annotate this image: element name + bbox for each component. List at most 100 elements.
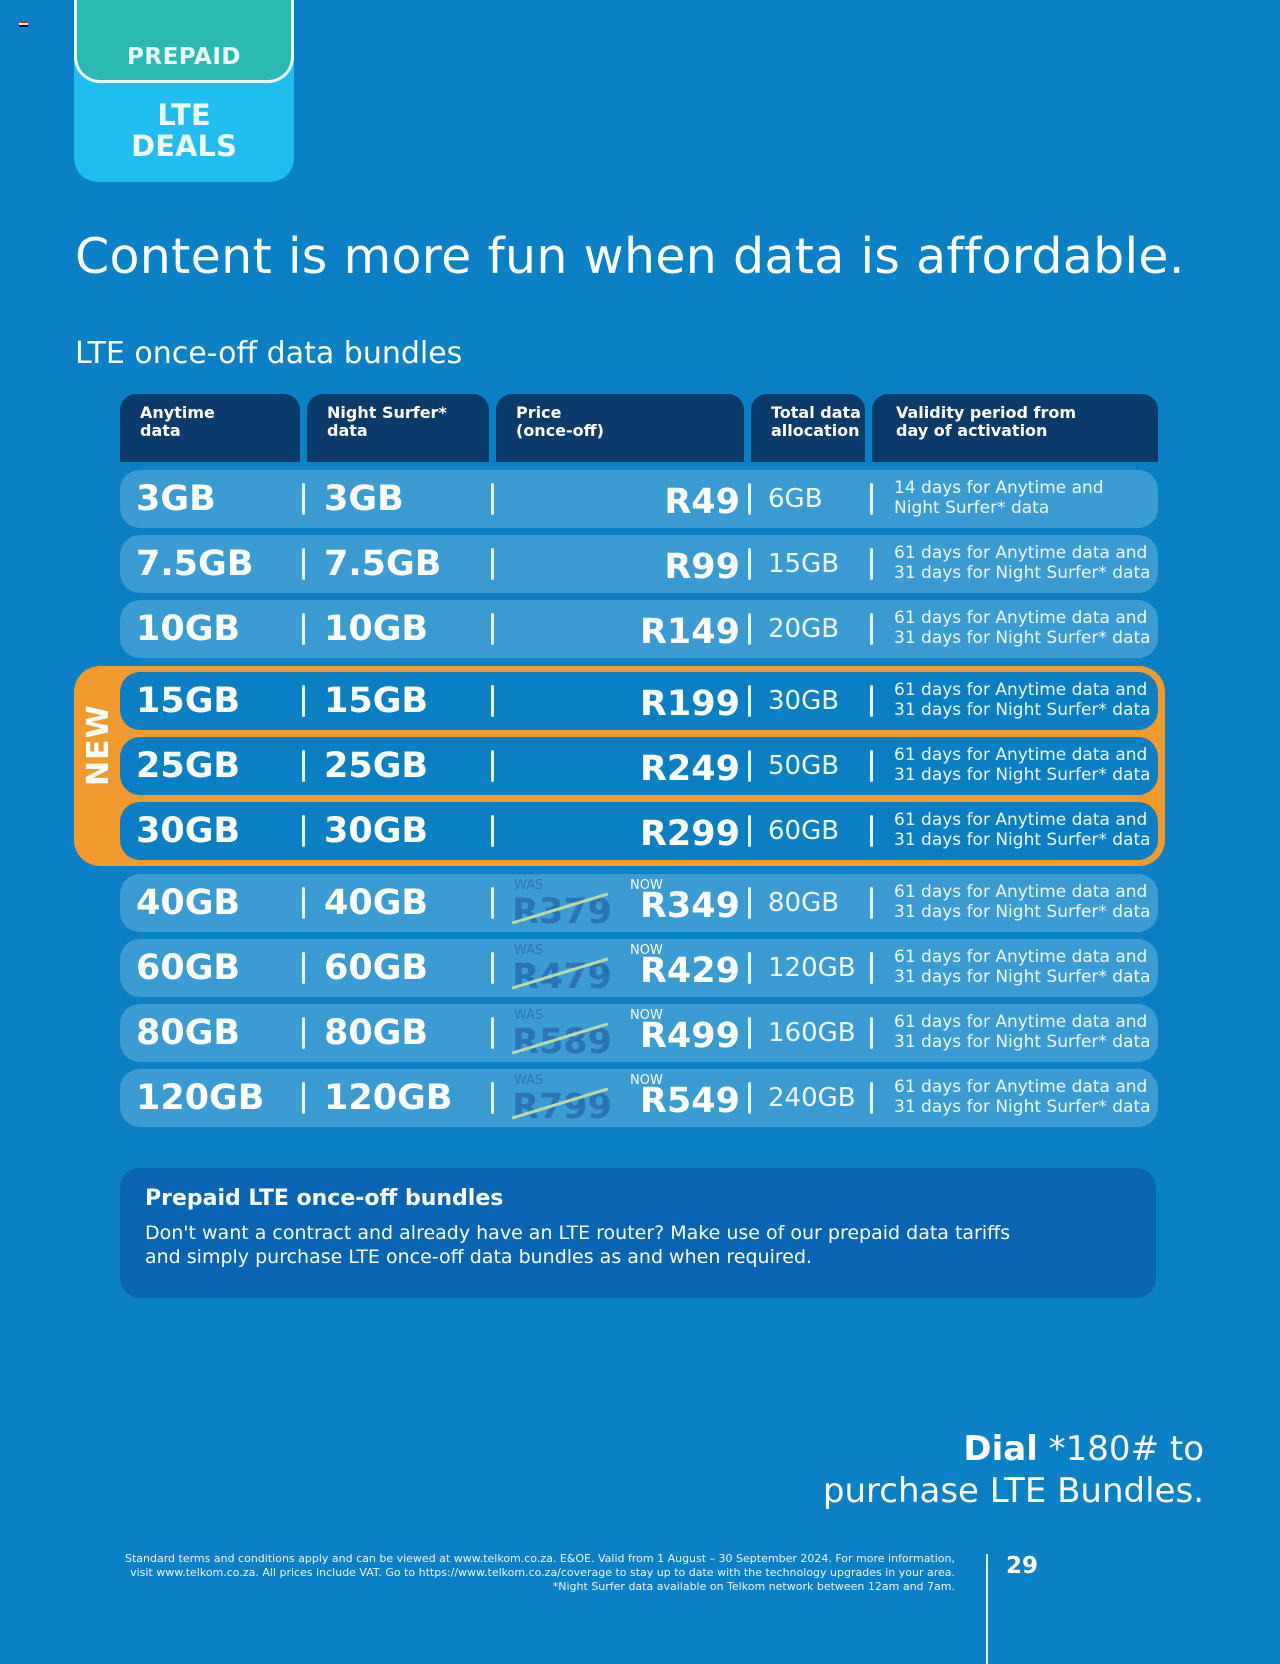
table-row: 7.5GB 7.5GB R99 15GB 61 days for Anytime dat… <box>120 535 1158 593</box>
column-separator <box>491 1017 494 1049</box>
total-data-value: 80GB <box>768 888 840 918</box>
now-label: NOW <box>630 878 663 893</box>
fine-print-line: visit www.telkom.co.za. All prices inclu… <box>130 1566 955 1579</box>
column-separator <box>491 685 494 717</box>
fine-print: Standard terms and conditions apply and … <box>125 1552 955 1594</box>
column-separator <box>870 1082 873 1114</box>
validity-value: 61 days for Anytime data and 31 days for … <box>894 1069 1151 1127</box>
price-value: R49 <box>664 482 740 522</box>
dial-code-callout: Dial *180# to purchase LTE Bundles. <box>823 1428 1204 1512</box>
column-separator <box>748 548 751 580</box>
validity-value: 61 days for Anytime data and 31 days for … <box>894 802 1151 860</box>
header-text: data <box>140 421 181 440</box>
lte-label-line2: DEALS <box>131 129 237 163</box>
validity-value: 61 days for Anytime data and 31 days for … <box>894 939 1151 997</box>
lte-label-line1: LTE <box>157 98 211 132</box>
column-separator <box>491 483 494 515</box>
column-separator <box>302 952 305 984</box>
price-value: R199 <box>639 684 740 724</box>
header-text: Validity period from <box>896 403 1077 422</box>
anytime-data-value: 3GB <box>136 479 216 519</box>
total-data-value: 160GB <box>768 1018 856 1048</box>
price-value: R349 <box>639 886 740 926</box>
fine-print-line: *Night Surfer data available on Telkom n… <box>552 1580 955 1593</box>
table-row: 40GB 40GB WAS R379 NOW R349 80GB 61 days for An… <box>120 874 1158 932</box>
column-separator <box>491 1082 494 1114</box>
was-label: WAS <box>514 943 544 958</box>
validity-line: 14 days for Anytime and <box>894 478 1104 498</box>
column-separator <box>302 815 305 847</box>
night-surfer-value: 30GB <box>324 811 429 851</box>
validity-line: 61 days for Anytime data and <box>894 947 1148 967</box>
validity-line: 61 days for Anytime data and <box>894 882 1148 902</box>
was-price-block: WAS R379 <box>511 878 612 932</box>
header-text: Price <box>516 403 562 422</box>
validity-value: 61 days for Anytime data and 31 days for … <box>894 874 1151 932</box>
night-surfer-value: 40GB <box>324 883 429 923</box>
prepaid-label: PREPAID <box>127 44 241 70</box>
price-value: R429 <box>639 951 740 991</box>
table-row: 10GB 10GB R149 20GB 61 days for Anytime data… <box>120 600 1158 658</box>
section-title: LTE once-off data bundles <box>75 336 463 371</box>
column-separator <box>870 887 873 919</box>
dial-code: *180# to <box>1037 1429 1204 1469</box>
validity-value: 61 days for Anytime data and 31 days for … <box>894 1004 1151 1062</box>
column-separator <box>302 548 305 580</box>
anytime-data-value: 25GB <box>136 746 241 786</box>
column-separator <box>870 613 873 645</box>
was-label: WAS <box>514 878 544 893</box>
anytime-data-value: 40GB <box>136 883 241 923</box>
header-text: Night Surfer* <box>327 403 447 422</box>
column-separator <box>302 613 305 645</box>
total-data-value: 50GB <box>768 751 840 781</box>
header-total-data: Total data allocation <box>751 394 865 462</box>
now-label: NOW <box>630 1073 663 1088</box>
footer-divider <box>986 1554 988 1664</box>
header-validity: Validity period from day of activation <box>872 394 1158 462</box>
column-separator <box>870 815 873 847</box>
header-text: day of activation <box>896 421 1048 440</box>
column-separator <box>491 613 494 645</box>
info-body-line: and simply purchase LTE once-off data bu… <box>145 1246 813 1268</box>
validity-line: 61 days for Anytime data and <box>894 608 1148 628</box>
validity-line: 61 days for Anytime data and <box>894 543 1148 563</box>
was-price-block: WAS R479 <box>511 943 612 997</box>
anytime-data-value: 30GB <box>136 811 241 851</box>
column-separator <box>491 750 494 782</box>
validity-value: 61 days for Anytime data and 31 days for … <box>894 737 1151 795</box>
column-separator <box>748 1082 751 1114</box>
was-price-block: WAS R799 <box>511 1073 612 1127</box>
total-data-value: 30GB <box>768 686 840 716</box>
column-separator <box>302 887 305 919</box>
validity-line: 31 days for Night Surfer* data <box>894 830 1151 850</box>
validity-line: 31 days for Night Surfer* data <box>894 700 1151 720</box>
column-separator <box>870 685 873 717</box>
total-data-value: 120GB <box>768 953 856 983</box>
column-separator <box>491 815 494 847</box>
validity-value: 14 days for Anytime and Night Surfer* dat… <box>894 470 1104 528</box>
now-label: NOW <box>630 1008 663 1023</box>
validity-value: 61 days for Anytime data and 31 days for … <box>894 672 1151 730</box>
validity-line: 61 days for Anytime data and <box>894 1012 1148 1032</box>
column-separator <box>491 887 494 919</box>
total-data-value: 15GB <box>768 549 840 579</box>
validity-line: 61 days for Anytime data and <box>894 810 1148 830</box>
column-separator <box>870 952 873 984</box>
table-row: 30GB 30GB R299 60GB 61 days for Anytime data… <box>120 802 1158 860</box>
info-body-line: Don't want a contract and already have a… <box>145 1222 1011 1244</box>
column-separator <box>748 685 751 717</box>
validity-line: 31 days for Night Surfer* data <box>894 967 1151 987</box>
validity-line: 31 days for Night Surfer* data <box>894 563 1151 583</box>
column-separator <box>748 815 751 847</box>
column-separator <box>748 952 751 984</box>
price-value: R99 <box>664 547 740 587</box>
info-title: Prepaid LTE once-off bundles <box>145 1186 504 1211</box>
column-separator <box>302 1082 305 1114</box>
validity-line: 31 days for Night Surfer* data <box>894 765 1151 785</box>
validity-line: 61 days for Anytime data and <box>894 745 1148 765</box>
validity-line: 61 days for Anytime data and <box>894 680 1148 700</box>
column-separator <box>302 1017 305 1049</box>
column-separator <box>748 887 751 919</box>
info-body: Don't want a contract and already have a… <box>145 1221 1131 1269</box>
header-anytime-data: Anytime data <box>120 394 300 462</box>
